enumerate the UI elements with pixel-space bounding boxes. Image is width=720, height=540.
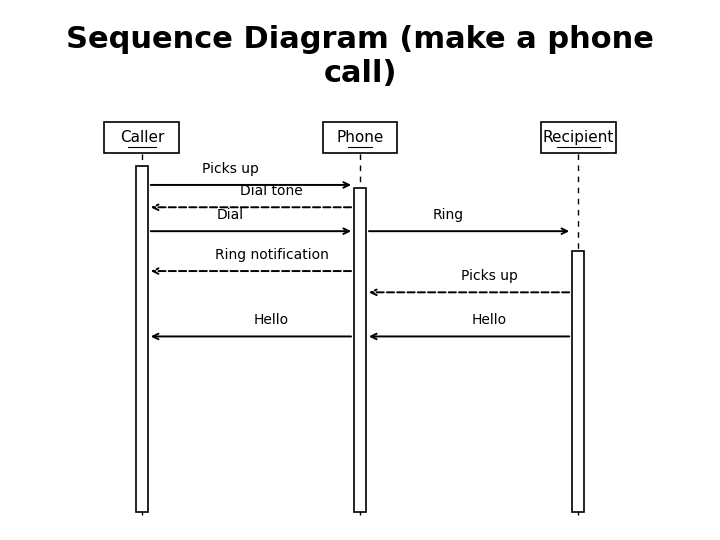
- Text: Dial tone: Dial tone: [240, 184, 303, 198]
- Bar: [135, 166, 148, 512]
- Text: Ring: Ring: [433, 208, 464, 222]
- Text: Caller: Caller: [120, 130, 164, 145]
- Text: Picks up: Picks up: [462, 269, 518, 284]
- Text: Ring notification: Ring notification: [215, 248, 328, 262]
- Text: Picks up: Picks up: [202, 162, 258, 176]
- Text: Phone: Phone: [336, 130, 384, 145]
- Bar: [572, 252, 585, 512]
- Bar: [323, 122, 397, 153]
- Bar: [104, 122, 179, 153]
- Bar: [541, 122, 616, 153]
- Text: Dial: Dial: [217, 208, 244, 222]
- Text: Sequence Diagram (make a phone
call): Sequence Diagram (make a phone call): [66, 25, 654, 88]
- Text: Hello: Hello: [254, 313, 289, 327]
- Bar: [354, 187, 366, 512]
- Text: Hello: Hello: [472, 313, 507, 327]
- Text: Recipient: Recipient: [542, 130, 614, 145]
